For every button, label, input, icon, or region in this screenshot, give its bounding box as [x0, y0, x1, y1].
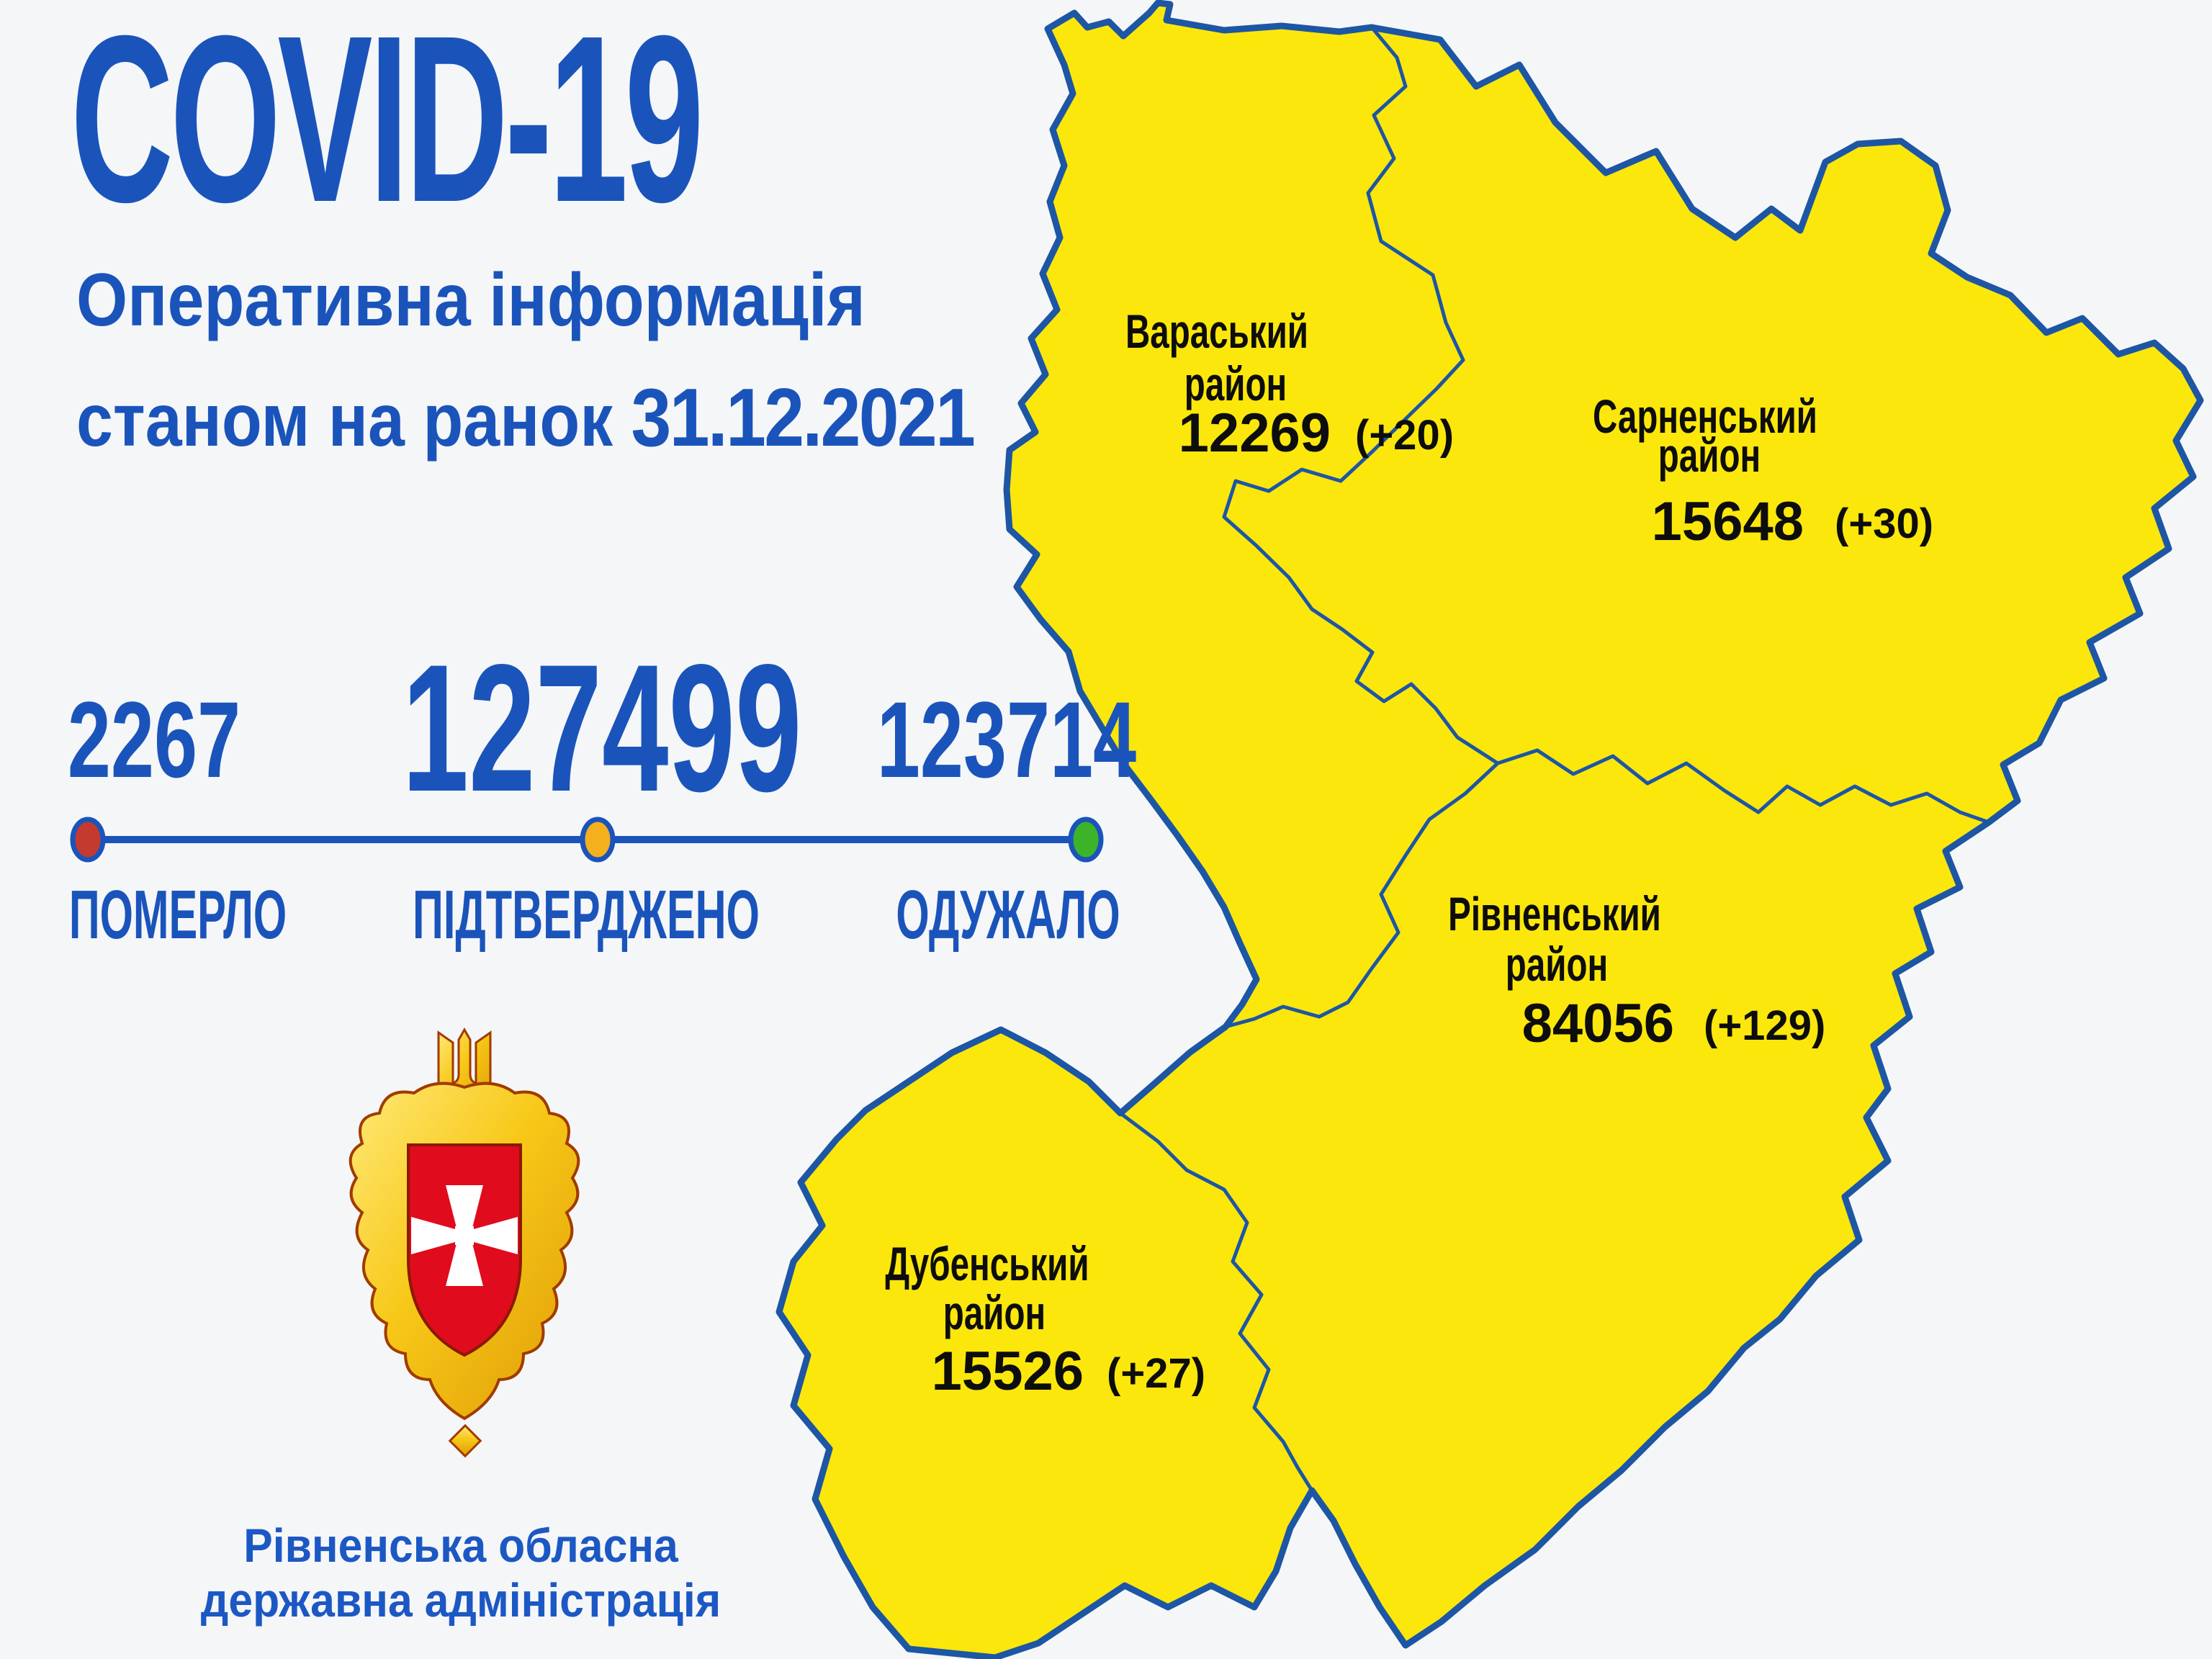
district-name-line1: Сарненський	[1593, 390, 1817, 443]
district-label-sarny: Сарненський район 15648 (+30)	[1593, 390, 1933, 552]
confirmed-label: ПІДТВЕРДЖЕНО	[413, 876, 760, 953]
district-cases: 15648	[1652, 491, 1804, 552]
pendant-diamond-shape	[448, 1424, 482, 1458]
district-name-line1: Дубенський	[885, 1238, 1089, 1290]
district-cases: 12269	[1179, 403, 1331, 464]
confirmed-count: 127499	[402, 627, 802, 830]
district-cases: 15526	[932, 1341, 1084, 1402]
border-dubno-rivne	[1119, 1112, 1314, 1492]
recovered-count: 123714	[876, 679, 1137, 800]
page-title: COVID-19	[71, 0, 704, 251]
died-count: 2267	[67, 679, 241, 800]
organization-name: Рівненська обласна державна адміністраці…	[201, 1518, 721, 1627]
district-name-line2: район	[1184, 358, 1287, 410]
subtitle-line2-prefix: станом на ранок	[76, 379, 631, 462]
district-label-varash: Вараський район 12269 (+20)	[1125, 305, 1454, 464]
organization-name-line2: державна адміністрація	[200, 1573, 721, 1627]
report-date: 31.12.2021	[631, 372, 976, 464]
district-delta: (+30)	[1835, 500, 1933, 547]
border-varash-sarny	[1222, 26, 1499, 765]
district-name-line1: Вараський	[1125, 305, 1308, 358]
district-name-line2: район	[1506, 938, 1608, 991]
rivne-oblast-coat-of-arms-icon	[349, 1027, 580, 1458]
district-delta: (+27)	[1107, 1350, 1205, 1397]
district-label-rivne: Рівненський район 84056 (+129)	[1448, 888, 1825, 1054]
district-name-line2: район	[1658, 429, 1761, 482]
border-sarny-rivne	[1497, 748, 1990, 824]
district-label-dubno: Дубенський район 15526 (+27)	[885, 1238, 1205, 1402]
organization-name-line1: Рівненська обласна	[243, 1519, 678, 1572]
district-delta: (+20)	[1355, 412, 1454, 459]
subtitle-line1: Оперативна інформація	[76, 258, 866, 342]
oblast-outline-shape	[775, 0, 2204, 1659]
white-cross-icon	[411, 1185, 518, 1286]
recovered-label: ОДУЖАЛО	[896, 876, 1120, 953]
border-varash-rivne	[1225, 762, 1499, 1029]
district-delta: (+129)	[1704, 1002, 1825, 1049]
district-name-line1: Рівненський	[1448, 888, 1661, 940]
subtitle-line2: станом на ранок 31.12.2021	[76, 372, 976, 464]
district-name-line2: район	[943, 1287, 1046, 1339]
district-cases: 84056	[1522, 993, 1674, 1054]
died-label: ПОМЕРЛО	[68, 876, 287, 953]
